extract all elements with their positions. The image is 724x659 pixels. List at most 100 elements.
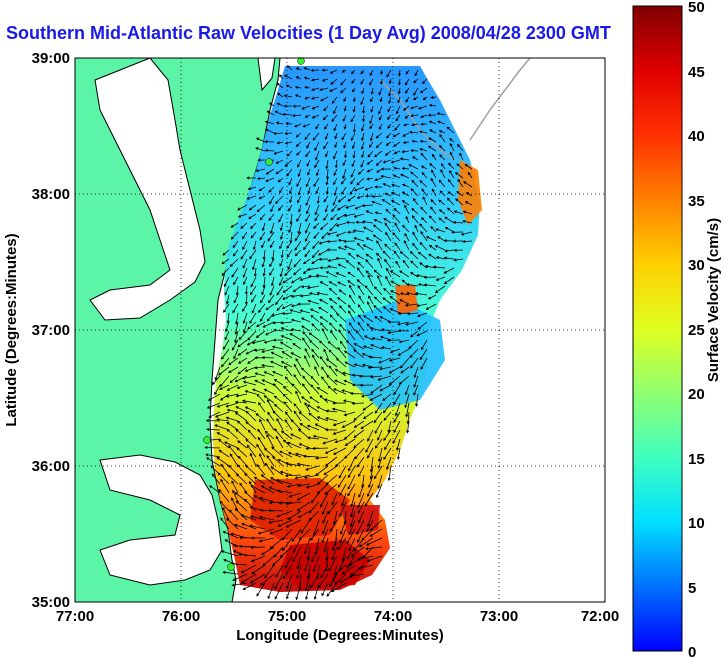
velocity-arrow (376, 240, 383, 251)
velocity-arrow (410, 357, 419, 369)
velocity-arrow (406, 283, 419, 287)
velocity-arrow (280, 321, 293, 325)
velocity-arrow (361, 87, 365, 95)
velocity-arrow (438, 130, 446, 134)
velocity-arrow (259, 496, 275, 503)
velocity-arrow (321, 376, 329, 386)
velocity-arrow (367, 429, 374, 442)
velocity-arrow (306, 159, 311, 167)
velocity-arrow (324, 132, 329, 140)
velocity-arrow (220, 517, 230, 530)
velocity-arrow (438, 209, 446, 215)
velocity-arrow (405, 215, 410, 224)
velocity-arrow (332, 195, 338, 206)
velocity-arrow (237, 204, 248, 211)
velocity-arrow (339, 528, 347, 544)
velocity-arrow (250, 555, 266, 563)
velocity-arrow (266, 312, 275, 322)
velocity-arrow (397, 87, 401, 95)
velocity-arrow (308, 292, 320, 296)
velocity-arrow (356, 267, 365, 278)
velocity-arrow (376, 483, 383, 499)
velocity-arrow (364, 186, 374, 191)
velocity-arrow (238, 544, 257, 548)
velocity-arrow (420, 206, 428, 215)
velocity-arrow (355, 254, 365, 260)
velocity-arrow (224, 441, 239, 449)
velocity-arrow (344, 150, 348, 159)
velocity-arrow (260, 474, 275, 485)
velocity-arrow (357, 501, 365, 514)
velocity-arrow (417, 312, 428, 318)
velocity-arrow (462, 210, 473, 215)
velocity-arrow (397, 348, 410, 356)
velocity-arrow (366, 159, 374, 165)
velocity-arrow (348, 537, 356, 552)
velocity-arrow (420, 152, 428, 161)
velocity-arrow (310, 68, 320, 72)
velocity-arrow (353, 429, 365, 439)
velocity-arrow (346, 528, 356, 545)
velocity-arrow (356, 555, 374, 561)
velocity-arrow (283, 401, 293, 413)
station-marker (227, 563, 235, 571)
velocity-arrow (250, 485, 266, 494)
velocity-arrow (415, 393, 419, 407)
velocity-arrow (298, 528, 311, 541)
velocity-arrow (323, 213, 329, 221)
velocity-arrow (283, 74, 293, 80)
velocity-arrow (234, 508, 248, 521)
velocity-arrow (420, 165, 428, 170)
velocity-arrow (226, 384, 239, 391)
velocity-arrow (369, 78, 374, 86)
velocity-arrow (244, 406, 257, 413)
velocity-arrow (347, 271, 356, 278)
velocity-arrow (233, 294, 239, 304)
velocity-arrow (320, 564, 329, 579)
velocity-arrow (269, 528, 284, 535)
velocity-arrow (380, 346, 392, 350)
velocity-arrow (244, 498, 257, 512)
velocity-arrow (267, 231, 275, 242)
velocity-arrow (350, 114, 356, 123)
velocity-arrow (270, 360, 284, 368)
velocity-arrow (434, 245, 446, 251)
velocity-arrow (250, 536, 265, 540)
velocity-arrow (329, 69, 338, 74)
velocity-arrow (408, 339, 419, 349)
velocity-arrow (293, 267, 302, 276)
velocity-arrow (333, 447, 347, 455)
velocity-arrow (322, 438, 338, 445)
velocity-arrow (386, 267, 392, 278)
velocity-arrow (421, 217, 428, 224)
velocity-arrow (347, 483, 356, 497)
velocity-arrow (260, 573, 275, 586)
velocity-arrow (332, 429, 347, 435)
velocity-arrow (364, 492, 374, 507)
velocity-arrow (248, 213, 257, 220)
velocity-arrow (280, 327, 293, 332)
velocity-arrow (457, 178, 464, 188)
velocity-arrow (242, 258, 248, 269)
velocity-arrow (270, 477, 284, 485)
velocity-arrow (413, 78, 419, 84)
velocity-arrow (316, 291, 329, 296)
velocity-arrow (319, 316, 329, 323)
velocity-arrow (404, 204, 410, 215)
velocity-arrow (388, 357, 401, 362)
velocity-arrow (304, 85, 311, 90)
velocity-arrow (399, 251, 410, 260)
velocity-arrows (204, 65, 473, 601)
velocity-arrow (387, 114, 392, 121)
velocity-arrow (330, 305, 338, 314)
velocity-arrow (351, 401, 365, 406)
velocity-arrow (289, 333, 302, 341)
velocity-arrow (379, 316, 392, 323)
velocity-arrow (374, 420, 383, 434)
velocity-arrow (366, 301, 374, 314)
velocity-arrow (345, 204, 356, 209)
velocity-arrow (334, 368, 347, 377)
velocity-arrow (302, 337, 311, 350)
velocity-arrow (443, 267, 455, 274)
velocity-arrow (384, 438, 392, 451)
